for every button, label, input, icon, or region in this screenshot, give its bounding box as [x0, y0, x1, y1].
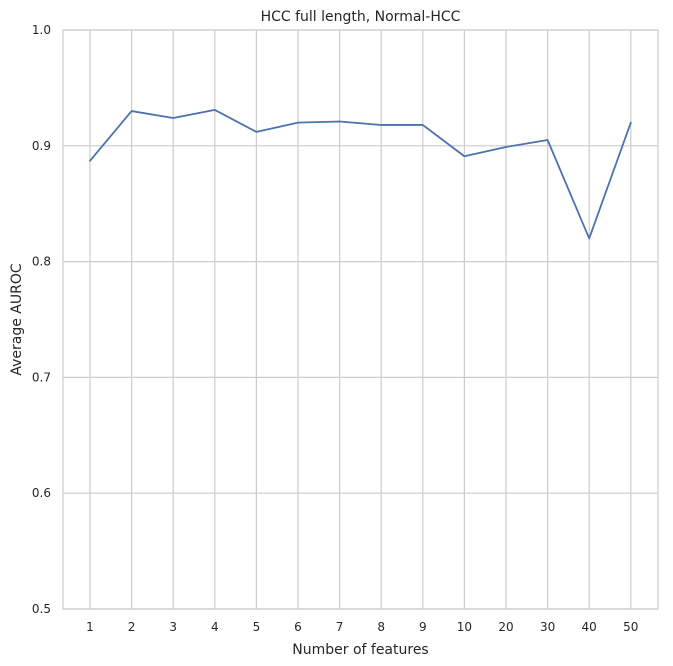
x-tick-label: 5	[253, 620, 261, 634]
x-tick-label: 7	[336, 620, 344, 634]
x-tick-label: 20	[498, 620, 513, 634]
y-tick-label: 1.0	[32, 23, 51, 37]
y-tick-label: 0.8	[32, 255, 51, 269]
x-tick-labels: 1 2 3 4 5 6 7 8 9 10 20 30 40 50	[86, 620, 638, 634]
y-tick-label: 0.6	[32, 486, 51, 500]
x-axis-label: Number of features	[292, 642, 428, 658]
x-tick-label: 30	[540, 620, 555, 634]
series-layer	[89, 109, 632, 240]
x-tick-label: 10	[457, 620, 472, 634]
plot-frame	[62, 29, 659, 610]
x-tick-label: 40	[582, 620, 597, 634]
grid	[63, 29, 658, 610]
y-tick-label: 0.5	[32, 602, 51, 616]
y-axis-label: Average AUROC	[9, 263, 25, 376]
chart-title: HCC full length, Normal-HCC	[261, 9, 461, 25]
x-tick-label: 1	[86, 620, 94, 634]
x-tick-label: 9	[419, 620, 427, 634]
x-tick-label: 8	[377, 620, 385, 634]
series-line	[89, 109, 632, 240]
y-tick-label: 0.9	[32, 139, 51, 153]
x-tick-label: 2	[128, 620, 136, 634]
x-tick-label: 4	[211, 620, 219, 634]
y-tick-label: 0.7	[32, 370, 51, 384]
x-tick-label: 50	[623, 620, 638, 634]
y-tick-labels: 0.5 0.6 0.7 0.8 0.9 1.0	[32, 23, 51, 616]
x-tick-label: 6	[294, 620, 302, 634]
x-tick-label: 3	[169, 620, 177, 634]
